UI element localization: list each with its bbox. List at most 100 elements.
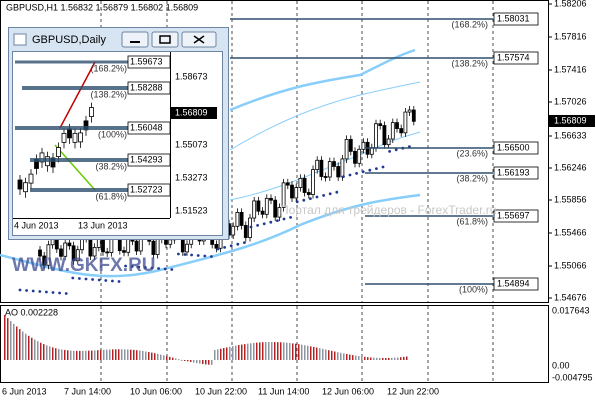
ao-bar: [385, 357, 387, 360]
sar-dot: [342, 175, 345, 179]
candle-body: [361, 141, 366, 150]
ao-bar: [175, 358, 177, 360]
upper-band-inner: [229, 81, 421, 151]
ao-bar: [208, 360, 210, 365]
candle-body: [273, 199, 278, 218]
fib-percent: (23.6%): [456, 148, 488, 158]
candle-body: [42, 255, 47, 266]
inset-candle: [89, 107, 94, 117]
candle-body: [403, 111, 408, 134]
ao-bar: [136, 350, 138, 360]
ao-bar: [340, 352, 342, 360]
sar-dot: [97, 278, 101, 282]
candle-body: [252, 200, 257, 219]
fib-price-box: [493, 12, 539, 26]
inset-fib-box: [127, 153, 171, 167]
sar-dot: [243, 241, 246, 245]
inset-fib-price: 1.54293: [130, 154, 163, 164]
ao-bar: [337, 352, 339, 360]
candle-body: [101, 238, 105, 253]
candle-body: [122, 250, 126, 253]
ao-bar: [223, 348, 225, 360]
ao-bar: [178, 359, 180, 361]
price-tick-label: 1.57416: [554, 64, 587, 74]
ao-frame: [0, 305, 549, 383]
inset-fib-price: 1.56048: [130, 122, 163, 132]
sar-dot: [104, 279, 108, 282]
maximize-button[interactable]: [151, 31, 179, 48]
inset-time-label: 13 Jun 2013: [78, 220, 128, 230]
ao-bar: [367, 357, 369, 360]
candle-body: [374, 123, 378, 149]
ao-bar: [124, 349, 126, 360]
candle-body: [59, 248, 63, 257]
ao-bar: [34, 339, 36, 360]
ao-bar: [106, 349, 108, 360]
fib-price-box: [493, 166, 539, 180]
ao-bar: [82, 350, 84, 360]
ao-bar: [277, 342, 279, 360]
ao-bar: [7, 318, 9, 360]
watermark-portal: Портал для трейдеров - ForexTrader.ru: [280, 203, 496, 217]
ao-bar: [109, 349, 111, 360]
ao-bar: [346, 354, 348, 360]
ao-bar: [112, 349, 114, 360]
ao-bar: [400, 357, 402, 360]
inset-candle: [28, 173, 34, 184]
time-axis: 6 Jun 2013 7 Jun 14:00 10 Jun 06:00 10 Jun …: [2, 386, 439, 396]
ao-bar: [16, 326, 18, 360]
maximize-icon: [159, 35, 171, 44]
price-tick-label: 1.55856: [554, 194, 587, 204]
sar-dot: [388, 150, 391, 153]
ao-bar: [220, 348, 222, 360]
ao-bar: [352, 355, 354, 360]
ao-bar: [298, 344, 300, 360]
candle-body: [340, 158, 345, 178]
inset-plot: [12, 51, 223, 236]
sar-dot: [130, 265, 134, 268]
window-title: GBPUSD,H1 1.56832 1.56879 1.56802 1.5680…: [6, 2, 198, 12]
ao-bar: [190, 360, 192, 362]
ao-bar: [343, 353, 345, 360]
ao-bar: [322, 348, 324, 360]
fib-price: 1.54894: [497, 278, 530, 288]
ao-bar: [73, 350, 75, 360]
candle-body: [134, 240, 139, 252]
sar-dot: [18, 288, 22, 292]
candle-body: [357, 148, 362, 164]
ao-bar: [247, 343, 249, 360]
candle-body: [290, 184, 294, 199]
candle-body: [243, 225, 248, 238]
price-tick-label: 1.54676: [554, 292, 587, 302]
ao-bar: [115, 349, 117, 360]
ao-bar: [241, 344, 243, 360]
sar-dot: [315, 195, 319, 199]
candle-body: [235, 211, 240, 227]
ao-bar: [364, 356, 366, 360]
inset-trend-down: [54, 144, 96, 191]
ao-bar: [307, 345, 309, 360]
sar-dot: [196, 254, 200, 257]
ao-bar: [373, 357, 375, 360]
inset-fib-percent: (138.2%): [90, 89, 127, 99]
inset-candle: [50, 157, 56, 168]
minimize-button[interactable]: [121, 31, 149, 48]
candle-body: [46, 244, 51, 266]
sar-dot: [58, 291, 61, 295]
inset-fib-percent: (168.2%): [90, 63, 127, 73]
sar-dot: [348, 173, 352, 177]
ao-bar: [211, 360, 213, 365]
ao-bar: [157, 353, 159, 360]
inset-candle: [78, 132, 83, 143]
ao-bar: [388, 357, 390, 360]
sar-dot: [144, 266, 147, 269]
ao-bar: [46, 345, 48, 360]
sar-dot: [38, 290, 42, 293]
sar-dot: [361, 170, 365, 174]
ao-bar: [97, 350, 99, 360]
sar-dot: [71, 276, 75, 280]
ao-bar: [139, 350, 141, 360]
ao-bar: [67, 350, 69, 360]
ao-bar: [328, 350, 330, 360]
ao-bar: [10, 321, 12, 360]
